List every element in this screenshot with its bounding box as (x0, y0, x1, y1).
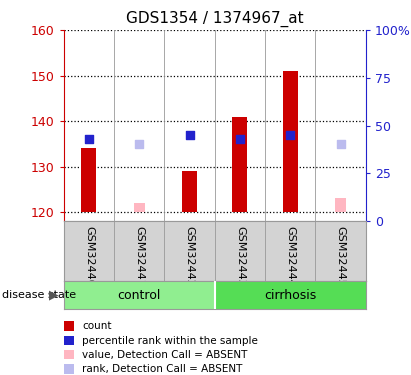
Point (337, 141, 344, 147)
Title: GDS1354 / 1374967_at: GDS1354 / 1374967_at (126, 11, 304, 27)
Text: rank, Detection Call = ABSENT: rank, Detection Call = ABSENT (82, 364, 242, 374)
Point (287, 132, 293, 138)
Bar (81, 148, 97, 212)
Bar (335, 198, 346, 212)
Text: cirrhosis: cirrhosis (264, 289, 316, 302)
Text: percentile rank within the sample: percentile rank within the sample (82, 336, 258, 345)
Point (237, 136, 243, 142)
Text: value, Detection Call = ABSENT: value, Detection Call = ABSENT (82, 350, 247, 360)
Text: GSM32442: GSM32442 (185, 226, 194, 287)
Bar (182, 171, 197, 212)
Text: ▶: ▶ (48, 289, 58, 302)
Text: GSM32444: GSM32444 (285, 226, 295, 287)
Point (85, 136, 92, 142)
Bar (283, 71, 298, 212)
Text: GSM32440: GSM32440 (84, 226, 94, 287)
Bar (64, 281, 215, 309)
Bar (232, 117, 247, 212)
Text: GSM32443: GSM32443 (235, 226, 245, 287)
Text: count: count (82, 321, 112, 331)
Point (186, 132, 193, 138)
Text: GSM32441: GSM32441 (134, 226, 144, 287)
Point (136, 141, 143, 147)
Text: control: control (118, 289, 161, 302)
Text: GSM32445: GSM32445 (336, 226, 346, 287)
Bar (134, 203, 145, 212)
Text: disease state: disease state (2, 290, 76, 300)
Bar (215, 281, 366, 309)
